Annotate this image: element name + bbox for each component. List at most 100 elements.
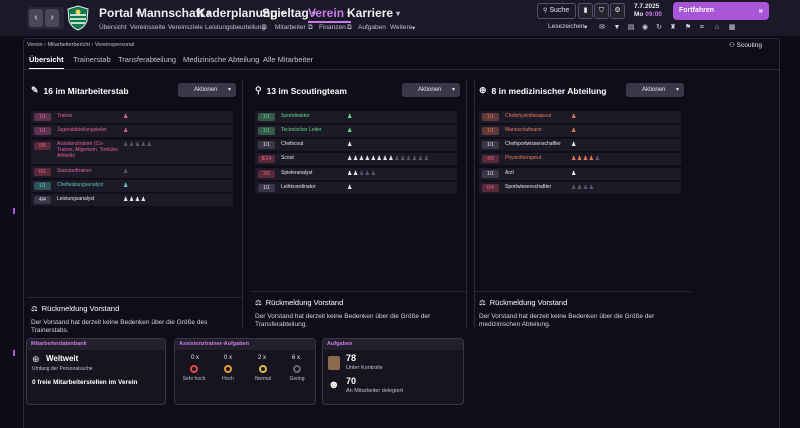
staff-role-row[interactable]: 0/5 Assistenztrainer (Co-Trainer, Allgeme… — [31, 140, 233, 164]
menu-spieltag[interactable]: Spieltag ▾ — [262, 6, 316, 20]
menu-label: Portal — [99, 6, 134, 20]
actions-button[interactable]: Aktionen ▾ — [178, 83, 236, 97]
tab-alle-mitarbeiter[interactable]: Alle Mitarbeiter — [263, 55, 314, 64]
notification-icon[interactable]: ⛉ — [594, 3, 609, 19]
chevron-down-icon: ▾ — [675, 87, 679, 93]
count-badge: 8/14 — [258, 155, 275, 163]
search-button[interactable]: ⚲ Suche — [537, 3, 576, 19]
tab-transferabteilung[interactable]: Transferabteilung — [118, 55, 177, 64]
submenu-leistungsbeurteilung[interactable]: Leistungsbeurteilung — [205, 24, 265, 31]
bookmarks-label[interactable]: Lesezeichen — [548, 23, 585, 30]
stadium-icon[interactable]: ⌂ — [714, 24, 720, 31]
submenu-vereinsseite[interactable]: Vereinsseite — [130, 24, 166, 31]
trophy-icon[interactable]: ♜ — [669, 24, 677, 31]
staff-role-row[interactable]: 1/1 Leihkoordinator ♟ — [255, 182, 457, 194]
chevron-down-icon: ▾ — [584, 24, 588, 31]
breadcrumb-item: Vereinspersonal — [94, 42, 135, 48]
submenu-finanzen[interactable]: Finanzen — [319, 24, 346, 31]
submenu-weitere[interactable]: Weitere — [390, 24, 413, 31]
staff-role-row[interactable]: 1/1 Arzt ♟ — [479, 168, 681, 180]
actions-button[interactable]: Aktionen ▾ — [402, 83, 460, 97]
inbox-icon[interactable]: ▮ — [578, 3, 593, 19]
staff-role-row[interactable]: 1/1 Chefsportwissenschaftler ♟ — [479, 139, 681, 151]
staff-role-row[interactable]: 1/1 Chefleistungsanalyst ♟ — [31, 180, 233, 192]
menu-portal[interactable]: Portal ▾ — [99, 6, 140, 20]
menu-label: Mannschaft — [137, 6, 204, 20]
tab-trainerstab[interactable]: Trainerstab — [73, 55, 111, 64]
chevron-down-icon: ▾ — [451, 87, 455, 93]
breadcrumb-item[interactable]: Mitarbeiterbericht — [47, 42, 91, 48]
person-icons: ♟ — [571, 171, 577, 177]
handshake-icon: ⚖ — [255, 298, 262, 307]
staff-role-row[interactable]: 0/1 Standardtrainer ♟ — [31, 166, 233, 178]
staff-role-row[interactable]: 1/1 Chefscout ♟ — [255, 139, 457, 151]
actions-button[interactable]: Aktionen ▾ — [626, 83, 684, 97]
submenu-mitarbeiter[interactable]: Mitarbeiter — [275, 24, 306, 31]
staff-database-card[interactable]: Mitarbeiterdatenbank ⊕ Weltweit Umfang d… — [26, 338, 166, 405]
staff-role-row[interactable]: 0/4 Sportwissenschaftler ♟♟♟♟ — [479, 182, 681, 194]
chevron-right-icon: › — [50, 12, 54, 23]
scouting-button[interactable]: ⚇ Scouting — [729, 41, 762, 49]
submenu-vereinsziele[interactable]: Vereinsziele — [168, 24, 204, 31]
board-feedback: ⚖ Rückmeldung Vorstand Der Vorstand hat d… — [251, 291, 467, 329]
staff-role-row[interactable]: 1/1 Sportdirektor ♟ — [255, 111, 457, 123]
menu-karriere[interactable]: Karriere ▾ — [347, 6, 400, 20]
flag-icon[interactable]: ⚑ — [684, 24, 692, 31]
gear-icon[interactable]: ⚙ — [610, 3, 625, 19]
staff-role-row[interactable]: 1/1 Jugendabteilungsleiter ♟ — [31, 125, 233, 137]
role-name: Mannschaftsarzt — [505, 127, 542, 134]
priority-high-icon — [224, 365, 232, 373]
calendar-icon[interactable]: ▦ — [728, 24, 736, 31]
search-scope-value: Weltweit — [46, 354, 79, 363]
staff-role-row[interactable]: 1/1 Technischer Leiter ♟ — [255, 125, 457, 137]
card-header: Assistenztrainer-Aufgaben — [175, 339, 315, 350]
tab-uebersicht[interactable]: Übersicht — [29, 55, 64, 70]
count-badge: 1/1 — [258, 141, 275, 149]
submenu-uebersicht[interactable]: Übersicht — [99, 24, 127, 31]
menu-kaderplanung[interactable]: Kaderplanung ▾ — [197, 6, 285, 20]
role-name: Spieleranalyst — [281, 170, 313, 177]
staff-role-row[interactable]: 1/1 Chefphysiotherapeut ♟ — [479, 111, 681, 123]
priority-normal-icon — [259, 365, 267, 373]
handshake-icon: ⚖ — [479, 298, 486, 307]
mail-icon[interactable]: ✉ — [599, 24, 605, 31]
breadcrumb-item[interactable]: Verein — [27, 42, 43, 48]
priority-low-icon — [293, 365, 301, 373]
column-header: ⚲ 13 im Scoutingteam — [255, 85, 347, 96]
forward-button[interactable]: › — [45, 9, 59, 27]
person-icons: ♟ — [571, 128, 577, 134]
card-header: Mitarbeiterdatenbank — [27, 339, 165, 350]
user-icon[interactable]: ◉ — [641, 24, 649, 31]
shirt-icon[interactable]: ▼ — [613, 24, 621, 31]
priority-label: Hoch — [222, 376, 234, 382]
staff-column-coaching: ✎ 16 im Mitarbeiterstab Aktionen ▾ 1/1 Trai… — [27, 79, 243, 334]
magnifier-icon: ⚲ — [255, 85, 262, 95]
binoculars-icon: ⚇ — [729, 42, 735, 49]
count-badge: 4/5 — [482, 155, 499, 163]
staff-role-row[interactable]: 2/5 Spieleranalyst ♟♟♟♟♟ — [255, 168, 457, 180]
document-icon[interactable]: ▤ — [627, 24, 635, 31]
continue-button[interactable]: Fortfahren » — [673, 2, 769, 20]
staff-role-row[interactable]: 8/14 Scout ♟♟♟♟♟♟♟♟♟♟♟♟♟♟ — [255, 153, 457, 165]
role-name: Arzt — [505, 170, 514, 177]
person-icons: ♟♟♟♟ — [123, 197, 147, 203]
tab-medizinische-abteilung[interactable]: Medizinische Abteilung — [183, 55, 260, 64]
chevron-down-icon: ▾ — [412, 25, 416, 32]
menu-mannschaft[interactable]: Mannschaft ▾ — [137, 6, 211, 20]
refresh-icon[interactable]: ↻ — [656, 24, 662, 31]
feedback-title: Rückmeldung Vorstand — [489, 298, 568, 307]
assistant-tasks-card[interactable]: Assistenztrainer-Aufgaben 0 x Sehr hoch … — [174, 338, 316, 405]
staff-role-row[interactable]: 1/1 Trainer ♟ — [31, 111, 233, 123]
staff-role-row[interactable]: 4/4 Leistungsanalyst ♟♟♟♟ — [31, 194, 233, 206]
club-crest-logo[interactable] — [66, 5, 90, 31]
feedback-title: Rückmeldung Vorstand — [41, 304, 120, 313]
staff-role-row[interactable]: 4/5 Physiotherapeut ♟♟♟♟♟ — [479, 153, 681, 165]
money-icon[interactable]: ¤ — [700, 24, 704, 31]
handshake-icon: ⚖ — [31, 304, 38, 313]
tasks-card[interactable]: Aufgaben 78 Unter Kontrolle ☻ 70 An Mita… — [322, 338, 464, 405]
priority-label: Normal — [254, 376, 272, 382]
submenu-aufgaben[interactable]: Aufgaben — [358, 24, 386, 31]
staff-role-row[interactable]: 1/1 Mannschaftsarzt ♟ — [479, 125, 681, 137]
menu-verein[interactable]: Verein ▾ — [308, 6, 352, 23]
back-button[interactable]: ‹ — [29, 9, 43, 27]
